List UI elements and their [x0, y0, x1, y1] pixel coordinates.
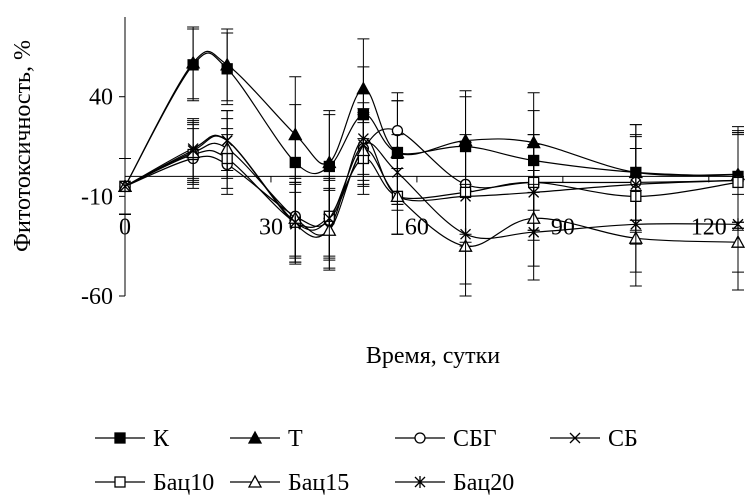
- series-сб: [119, 102, 744, 269]
- legend-item-бац15: Бац15: [230, 470, 349, 495]
- data-point: [220, 57, 235, 71]
- legend-marker: [414, 432, 426, 444]
- legend-label: Бац15: [288, 470, 349, 495]
- legend-item-бац10: Бац10: [95, 470, 214, 495]
- data-point: [391, 166, 403, 179]
- series-line-бац15: [124, 142, 739, 247]
- legend: К Т СБГ СБ Бац10 Бац15 Бац20: [95, 426, 638, 495]
- x-tick-label: 120: [691, 214, 727, 240]
- y-axis-title: Фитотоксичность, %: [10, 40, 36, 252]
- data-point: [323, 212, 335, 225]
- data-point: [221, 134, 233, 147]
- y-tick-label: 40: [89, 85, 113, 111]
- series-к: [119, 28, 744, 223]
- x-tick-label: 0: [119, 214, 131, 240]
- legend-marker: [569, 432, 581, 444]
- data-point: [119, 180, 131, 193]
- data-point: [186, 55, 201, 69]
- legend-item-сб: СБ: [550, 426, 638, 452]
- legend-marker: [247, 474, 263, 488]
- legend-item-сбг: СБГ: [395, 426, 497, 452]
- legend-label: Т: [288, 426, 303, 452]
- legend-label: К: [153, 426, 170, 452]
- legend-item-т: Т: [230, 426, 303, 452]
- legend-label: СБ: [608, 426, 638, 452]
- x-tick-label: 30: [259, 214, 283, 240]
- tick-labels: 40 -10 -60 0 30 60 90 120: [81, 85, 727, 310]
- series-бац20: [119, 108, 744, 285]
- series-line-бац10: [124, 149, 739, 229]
- data-point: [322, 155, 337, 169]
- legend-item-бац20: Бац20: [395, 470, 514, 495]
- series-line-к: [124, 52, 739, 187]
- x-tick-label: 90: [551, 214, 575, 240]
- legend-item-к: К: [95, 426, 170, 452]
- data-point: [288, 127, 303, 141]
- legend-marker: [114, 476, 126, 488]
- data-point: [630, 218, 642, 231]
- series-т: [117, 26, 746, 223]
- series-бац15: [117, 114, 746, 297]
- legend-marker: [247, 430, 263, 444]
- x-axis-title: Время, сутки: [366, 343, 500, 369]
- data-point: [289, 216, 301, 229]
- legend-label: Бац10: [153, 470, 214, 495]
- data-point: [187, 144, 199, 157]
- series-line-бац20: [124, 135, 739, 240]
- legend-label: СБГ: [453, 426, 497, 452]
- y-tick-label: -60: [81, 284, 113, 310]
- legend-marker: [114, 432, 126, 444]
- series-lines: [117, 26, 746, 297]
- data-point: [528, 226, 540, 239]
- data-point: [460, 228, 472, 241]
- data-point: [356, 81, 371, 95]
- y-tick-label: -10: [81, 184, 113, 210]
- series-line-т: [124, 50, 739, 187]
- x-tick-label: 60: [405, 214, 429, 240]
- legend-label: Бац20: [453, 470, 514, 495]
- data-point: [357, 138, 369, 151]
- data-point: [732, 218, 744, 231]
- legend-marker: [414, 476, 426, 488]
